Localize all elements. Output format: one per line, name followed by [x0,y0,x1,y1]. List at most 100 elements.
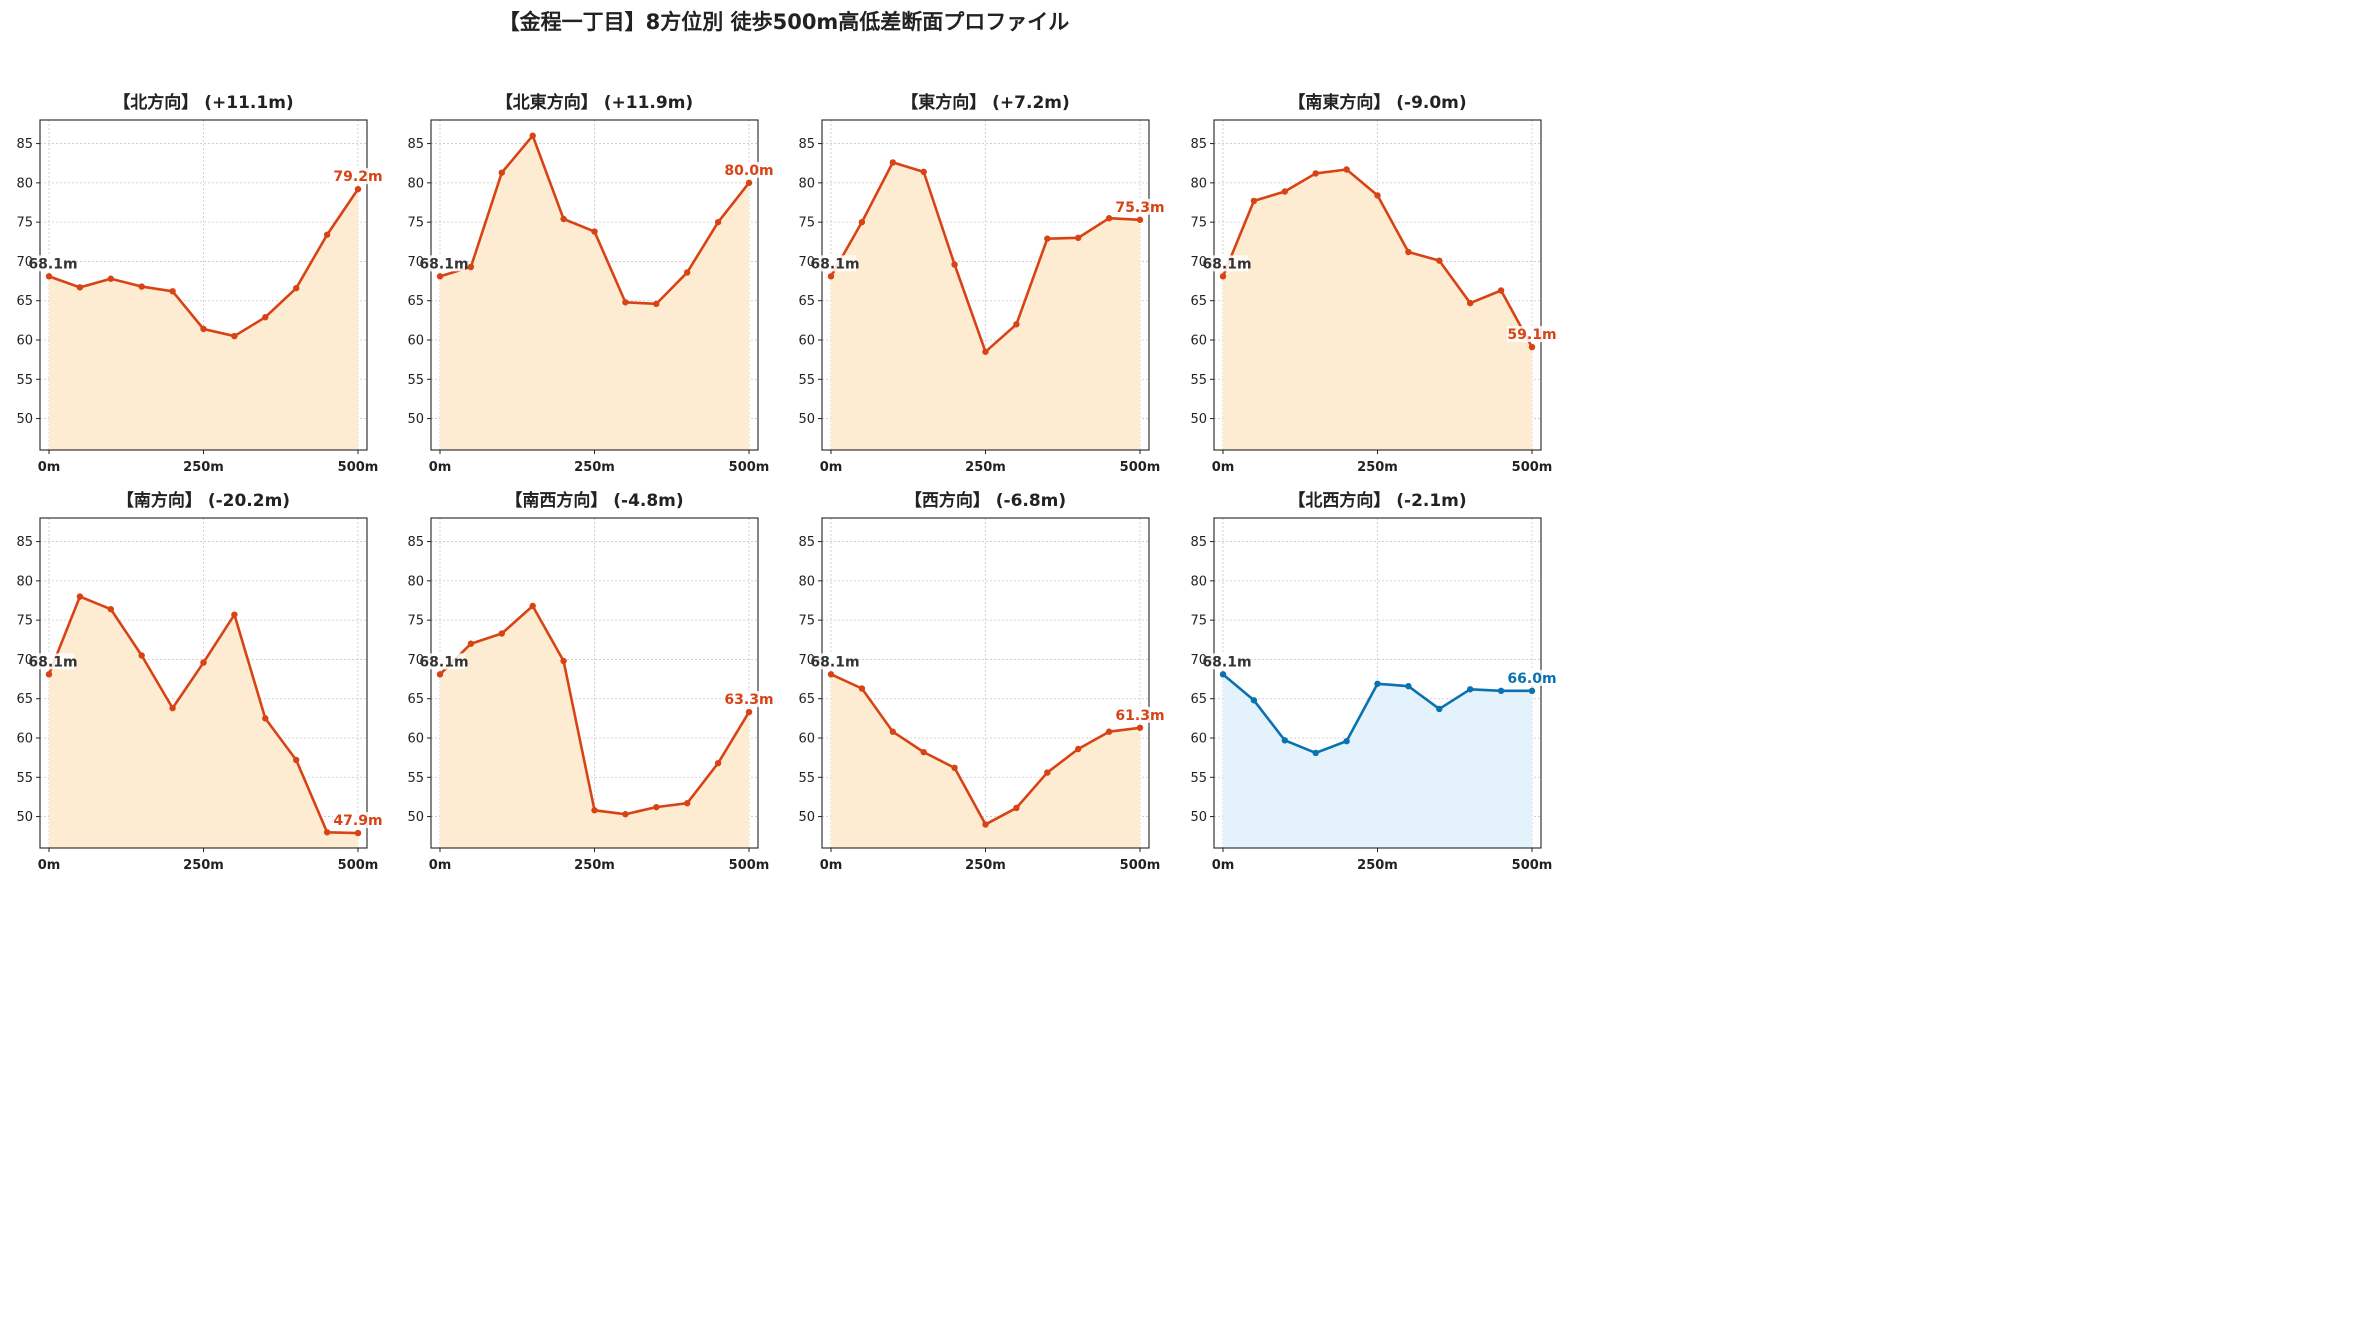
data-point [982,348,989,355]
data-point [982,821,989,828]
data-point [745,708,753,716]
x-tick-label: 500m [1512,858,1553,873]
x-tick-label: 250m [1357,460,1398,475]
y-tick-label: 60 [16,732,33,747]
start-label: 68.1m [810,654,859,670]
y-tick-label: 50 [798,412,815,427]
y-tick-label: 70 [16,653,33,668]
data-point [622,811,629,818]
y-tick-label: 70 [16,255,33,270]
y-tick-label: 85 [798,137,815,152]
end-label: 80.0m [724,163,773,179]
end-label-bg [1507,669,1557,686]
x-tick-label: 0m [38,460,61,475]
y-tick-label: 65 [407,692,424,707]
data-point [1013,804,1020,812]
x-tick-label: 250m [965,460,1006,475]
data-point [1281,188,1289,195]
x-tick-label: 250m [183,460,224,475]
data-point [1528,343,1536,351]
y-tick-label: 75 [1190,614,1207,629]
y-tick-label: 85 [1190,535,1207,550]
area-fill [440,135,749,450]
data-point [1312,170,1319,177]
y-tick-label: 55 [1190,373,1207,388]
end-label-bg [724,161,774,178]
y-tick-label: 65 [1190,294,1207,309]
panel-title: 【南東方向】 (-9.0m) [1288,92,1466,113]
end-label-bg [1507,326,1557,343]
data-point [1136,724,1144,731]
panel-5: 【南西方向】 (-4.8m) 50 55 60 65 70 75 80 85 0m 250m 500m… [407,490,774,873]
y-tick-label: 85 [1190,137,1207,152]
y-tick-label: 70 [1190,255,1207,270]
y-tick-label: 80 [1190,574,1207,589]
y-tick-label: 60 [798,334,815,349]
data-point [169,704,176,712]
panel-title: 【東方向】 (+7.2m) [901,92,1070,113]
data-point [1013,321,1020,328]
y-tick-label: 80 [407,574,424,589]
area-fill [440,606,749,848]
y-tick-label: 85 [798,535,815,550]
data-point [76,284,84,291]
y-tick-label: 60 [407,732,424,747]
data-point [1436,705,1443,713]
data-point [684,800,691,807]
data-point [1374,680,1381,687]
panel-title: 【北方向】 (+11.1m) [113,92,293,113]
y-tick-label: 55 [407,771,424,786]
end-label-bg [333,812,383,829]
y-tick-label: 50 [407,810,424,825]
start-label: 68.1m [419,256,468,272]
data-point [262,715,269,722]
data-point [436,671,444,678]
y-tick-label: 55 [798,373,815,388]
y-tick-label: 80 [798,176,815,191]
data-point [1405,682,1412,690]
data-point [1044,235,1051,242]
y-tick-label: 70 [407,255,424,270]
y-tick-label: 85 [16,137,33,152]
data-point [1250,697,1258,704]
data-point [467,640,475,647]
y-tick-label: 75 [16,614,33,629]
data-point [1497,687,1505,695]
x-tick-label: 250m [183,858,224,873]
data-point [560,215,567,223]
end-label-bg [1115,706,1165,723]
x-tick-label: 250m [1357,858,1398,873]
data-point [1497,287,1505,294]
start-label: 68.1m [1202,256,1251,272]
start-label-bg [423,255,465,272]
x-tick-label: 0m [429,460,452,475]
data-point [467,263,475,271]
y-tick-label: 80 [1190,176,1207,191]
data-point [889,159,896,166]
panel-4: 【南方向】 (-20.2m) 50 55 60 65 70 75 80 85 0m 250m 500m… [16,490,383,873]
data-point [231,611,238,618]
data-point [1136,216,1144,223]
y-tick-label: 65 [16,294,33,309]
y-tick-label: 65 [798,294,815,309]
data-point [560,657,567,665]
area-fill [1223,674,1532,848]
start-label-bg [1206,255,1248,272]
data-point [920,748,927,756]
data-point [858,218,866,226]
x-tick-label: 0m [1212,858,1235,873]
y-tick-label: 70 [798,255,815,270]
data-point [684,269,691,276]
start-label-bg [814,255,856,272]
data-point [622,299,629,306]
y-tick-label: 75 [407,614,424,629]
y-tick-label: 50 [1190,810,1207,825]
data-point [107,275,115,282]
start-label-bg [1206,653,1248,670]
end-label: 79.2m [333,169,382,185]
y-tick-label: 55 [407,373,424,388]
start-label-bg [814,653,856,670]
data-point [293,284,300,292]
y-tick-label: 55 [16,771,33,786]
data-point [920,168,927,176]
